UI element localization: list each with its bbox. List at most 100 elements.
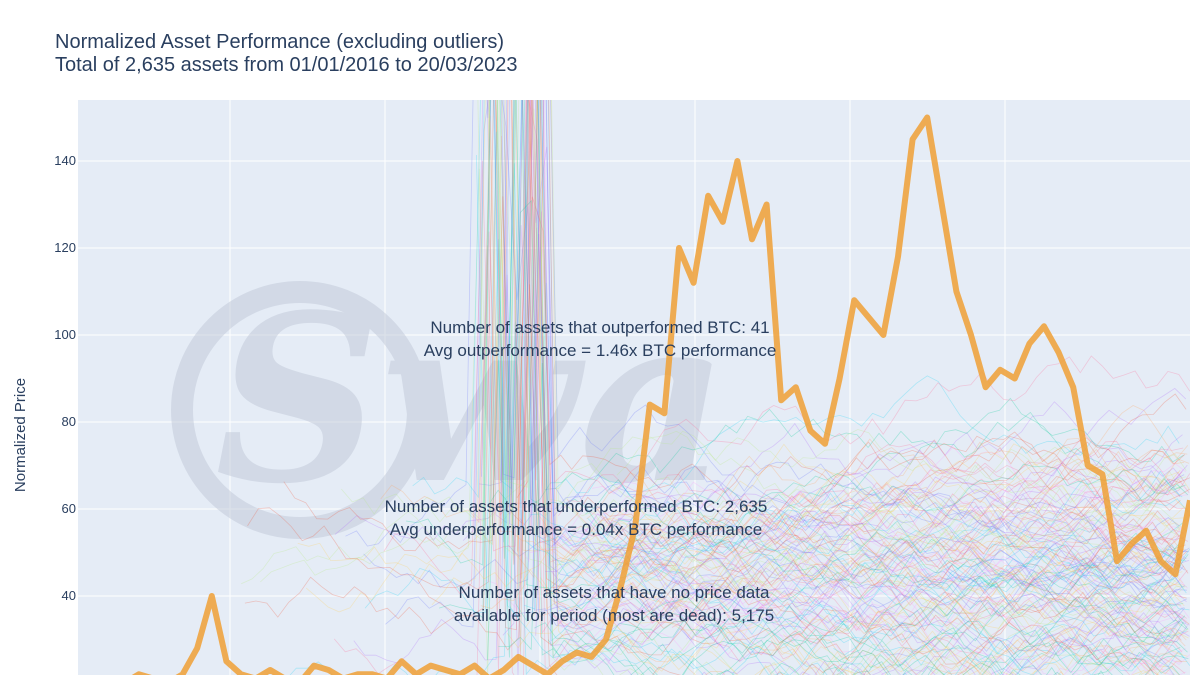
background-series-line	[571, 517, 1185, 636]
annotation-outperformed-line2: Avg outperformance = 1.46x BTC performan…	[424, 341, 777, 360]
background-series-line	[340, 100, 1185, 590]
background-series-line	[480, 100, 1182, 675]
background-series-line	[353, 100, 1187, 675]
background-series-line	[1016, 524, 1181, 612]
background-series-line	[566, 469, 1181, 571]
background-series-line	[608, 478, 1190, 624]
background-series-line	[478, 100, 1181, 592]
background-series-line	[558, 544, 1184, 645]
background-series-line	[545, 540, 1181, 675]
background-series-line	[537, 100, 1182, 598]
background-series-line	[462, 100, 1187, 541]
background-series-line	[685, 586, 1190, 675]
background-series-line	[558, 474, 1183, 549]
btc-series-line	[131, 114, 1190, 675]
background-series-line	[545, 498, 1181, 592]
background-series-line	[831, 440, 1183, 509]
watermark: Swa	[171, 265, 728, 539]
background-series-line	[888, 548, 1185, 606]
background-series-line	[549, 557, 1186, 674]
background-series-line	[333, 100, 1189, 675]
background-series-line	[297, 490, 1185, 588]
background-series-line	[1022, 498, 1188, 536]
background-series-line	[487, 199, 1155, 675]
background-series-line	[948, 542, 1190, 611]
background-series-line	[530, 500, 1188, 622]
background-series-line	[557, 532, 1183, 603]
background-series-line	[615, 541, 1185, 645]
background-series-line	[668, 525, 1184, 616]
background-series-line	[767, 586, 1185, 675]
background-series-line	[503, 100, 1180, 562]
background-series-line	[244, 284, 1187, 665]
background-series-line	[540, 547, 1187, 645]
chart-title: Normalized Asset Performance (excluding …	[55, 31, 504, 53]
background-series-line	[770, 614, 1188, 675]
background-series-line	[1075, 633, 1186, 664]
background-series-line	[787, 544, 1182, 624]
background-series-line	[247, 100, 1190, 656]
background-series-line	[969, 599, 1189, 675]
background-series-line	[782, 405, 1189, 545]
background-series-line	[756, 444, 1184, 546]
grid	[78, 100, 1190, 675]
background-series-line	[542, 100, 1186, 675]
background-series-line	[606, 438, 1188, 544]
background-series-line	[524, 282, 1182, 637]
background-series-line	[305, 100, 1183, 613]
background-series-line	[1066, 578, 1188, 643]
background-series-line	[574, 474, 1189, 587]
background-series-line	[579, 434, 1183, 540]
background-series-line	[488, 100, 1180, 613]
background-series-line	[1096, 613, 1186, 644]
background-series-line	[607, 469, 1189, 574]
background-series-line	[560, 542, 1185, 635]
background-series-line	[835, 605, 1187, 675]
background-series-line	[535, 346, 1183, 649]
background-series-line	[537, 210, 1184, 620]
background-series-line	[498, 362, 1189, 675]
chart-subtitle: Total of 2,635 assets from 01/01/2016 to…	[55, 54, 518, 76]
btc-series-group	[131, 114, 1190, 675]
background-series-line	[438, 100, 1184, 623]
background-series-line	[510, 100, 1190, 541]
background-series-line	[833, 622, 1185, 671]
annotation-outperformed-line1: Number of assets that outperformed BTC: …	[430, 318, 769, 337]
background-series-line	[599, 527, 1181, 609]
background-series-line	[516, 100, 1186, 499]
background-series-line	[580, 502, 1183, 584]
background-series-line	[241, 227, 1184, 585]
background-series-line	[519, 211, 1188, 600]
background-series-line	[591, 446, 1184, 576]
background-series-line	[529, 513, 1187, 675]
background-series-line	[783, 611, 1189, 675]
background-series-line	[587, 507, 1190, 580]
background-series-line	[971, 532, 1181, 591]
background-series-line	[1069, 510, 1180, 584]
y-tick-label: 100	[54, 327, 76, 342]
background-series-line	[617, 464, 1188, 549]
background-series-line	[334, 225, 1190, 570]
background-series-line	[431, 100, 1188, 675]
annotation-outperformed: Number of assets that outperformed BTC: …	[424, 318, 777, 360]
background-series-line	[710, 575, 1181, 675]
y-tick-label: 40	[62, 588, 76, 603]
annotation-no-data: Number of assets that have no price data…	[454, 583, 774, 625]
background-series-line	[586, 458, 1190, 539]
background-series-line	[607, 459, 1189, 573]
background-series-line	[1022, 588, 1187, 623]
background-series-line	[657, 595, 1184, 658]
background-series-line	[616, 487, 1187, 588]
background-series-line	[383, 100, 1184, 595]
watermark-text: Swa	[215, 265, 728, 535]
background-series-line	[534, 597, 1181, 675]
background-series-line	[394, 100, 1184, 557]
background-series-line	[479, 100, 1181, 569]
annotation-underperformed-line1: Number of assets that underperformed BTC…	[385, 497, 768, 516]
background-series-line	[547, 622, 1181, 675]
annotation-underperformed-line2: Avg underperformance = 0.04x BTC perform…	[390, 520, 762, 539]
background-series-line	[853, 520, 1183, 586]
background-series-line	[564, 620, 1105, 675]
background-series-line	[481, 100, 1183, 588]
background-series-line	[260, 108, 1181, 583]
